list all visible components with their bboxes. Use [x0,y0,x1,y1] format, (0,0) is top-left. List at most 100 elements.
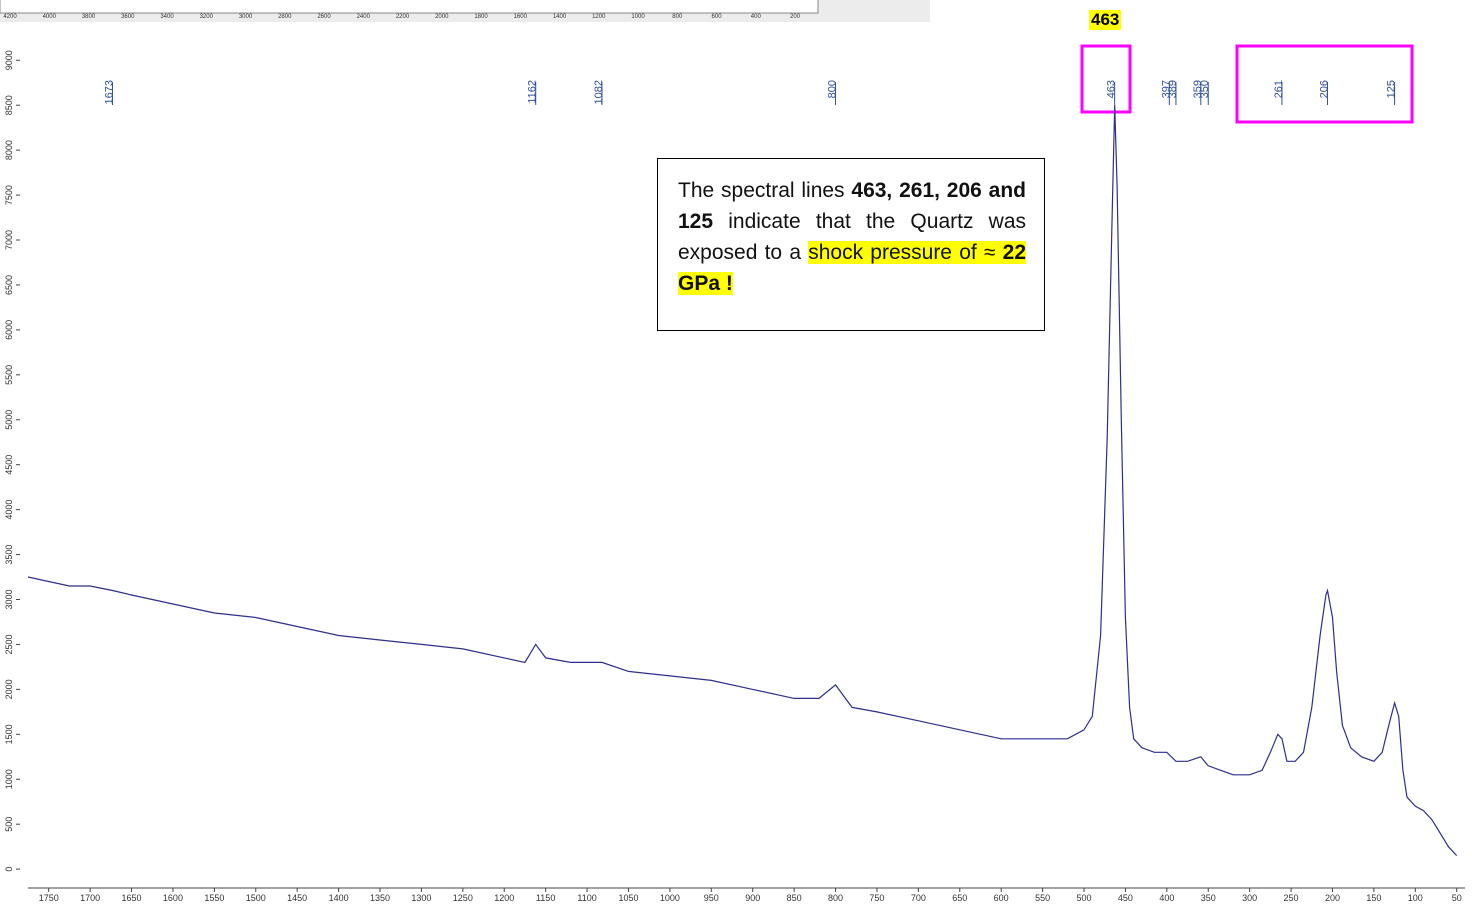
inset-tick-label: 1200 [592,14,606,20]
y-tick-label: 8000 [4,140,14,160]
peak-label: 397 [1160,80,1172,98]
inset-tick-label: 2800 [278,14,292,20]
annotation: The spectral lines 463, 261, 206 and 125… [657,158,1045,331]
inset-tick-label: 3400 [160,14,174,20]
inset-tick-label: 1600 [514,14,528,20]
x-tick-label: 950 [704,893,719,903]
x-tick-label: 1600 [163,893,183,903]
y-tick-label: 7500 [4,185,14,205]
y-tick-label: 4000 [4,500,14,520]
x-tick-label: 250 [1284,893,1299,903]
inset-tick-label: 3800 [82,14,96,20]
y-tick-label: 6500 [4,275,14,295]
x-tick-label: 1100 [577,893,596,903]
y-tick-label: 1000 [4,769,14,789]
inset-tick-label: 800 [672,14,683,20]
x-tick-label: 650 [952,893,967,903]
inset-tick-label: 3200 [200,14,214,20]
inset-tick-label: 400 [751,14,762,20]
highlight-label: 463 [1089,10,1122,30]
peak-label: 125 [1386,80,1398,98]
inset-tick-label: 2400 [357,14,371,20]
x-tick-label: 550 [1035,893,1050,903]
x-tick-label: 100 [1408,893,1423,903]
y-tick-label: 9000 [4,50,14,70]
inset-tick-label: 4200 [3,14,17,20]
y-tick-label: 2500 [4,634,14,654]
x-tick-label: 1150 [536,893,555,903]
y-tick-label: 2000 [4,679,14,699]
x-tick-label: 1050 [618,893,638,903]
x-tick-label: 450 [1118,893,1133,903]
inset-tick-label: 200 [790,14,801,20]
annotation-text: The spectral lines [678,179,852,202]
x-tick-label: 150 [1366,893,1381,903]
x-tick-label: 1700 [80,893,100,903]
x-tick-label: 1550 [204,893,224,903]
y-tick-label: 3500 [4,545,14,565]
peak-label: 261 [1273,80,1285,98]
annotation-text: 22 GPa ! [678,241,1026,295]
spectrum-line [27,105,1458,857]
inset-tick-label: 2600 [317,14,331,20]
x-tick-label: 350 [1201,893,1216,903]
y-tick-label: 8500 [4,95,14,115]
inset-tick-label: 2000 [435,14,449,20]
inset-tick-label: 3000 [239,14,253,20]
y-tick-label: 3000 [4,589,14,609]
annotation-text: 463, 261, 206 and 125 [678,179,1026,233]
inset-tick-label: 1400 [553,14,567,20]
peak-label: 1162 [527,80,539,104]
x-tick-label: 1750 [39,893,59,903]
x-tick-label: 800 [828,893,843,903]
annotation-text: indicate that the Quartz was exposed to … [678,210,1026,264]
x-tick-label: 900 [745,893,760,903]
x-tick-label: 300 [1242,893,1257,903]
inset-tick-label: 600 [712,14,723,20]
x-tick-label: 1500 [246,893,266,903]
inset-tick-label: 2200 [396,14,410,20]
x-tick-label: 600 [994,893,1009,903]
inset-tick-label: 3600 [121,14,135,20]
inset-tick-label: 1800 [474,14,488,20]
y-tick-label: 7000 [4,230,14,250]
x-tick-label: 400 [1159,893,1174,903]
x-tick-label: 1400 [329,893,349,903]
x-tick-label: 50 [1452,893,1462,903]
y-tick-label: 6000 [4,320,14,340]
x-tick-label: 1650 [122,893,142,903]
y-tick-label: 1500 [4,724,14,744]
peak-label: 350 [1199,80,1211,98]
annotation-text: shock pressure of ≈ [808,241,1003,264]
x-tick-label: 1350 [370,893,390,903]
x-tick-label: 200 [1325,893,1340,903]
peak-label: 389 [1167,80,1179,98]
inset-tick-label: 4000 [43,14,57,20]
x-tick-label: 1300 [411,893,431,903]
inset-tick-label: 1000 [631,14,645,20]
y-tick-label: 4500 [4,455,14,475]
peak-label: 463 [1106,80,1118,98]
x-tick-label: 700 [911,893,926,903]
y-tick-label: 5500 [4,365,14,385]
x-tick-label: 850 [787,893,802,903]
x-tick-label: 1250 [453,893,473,903]
y-tick-label: 0 [4,867,14,872]
peak-label: 800 [827,80,839,98]
x-tick-label: 1000 [660,893,680,903]
highlight-box [1235,44,1414,124]
inset-panel [0,0,819,14]
x-tick-label: 1450 [287,893,307,903]
y-tick-label: 5000 [4,410,14,430]
highlight-box [1080,44,1132,114]
peak-label: 1673 [103,80,115,104]
y-tick-label: 500 [4,817,14,832]
peak-label: 1082 [593,80,605,104]
peak-label: 359 [1192,80,1204,98]
x-tick-label: 750 [869,893,884,903]
x-tick-label: 500 [1076,893,1091,903]
peak-label: 206 [1319,80,1331,98]
x-tick-label: 1200 [494,893,514,903]
